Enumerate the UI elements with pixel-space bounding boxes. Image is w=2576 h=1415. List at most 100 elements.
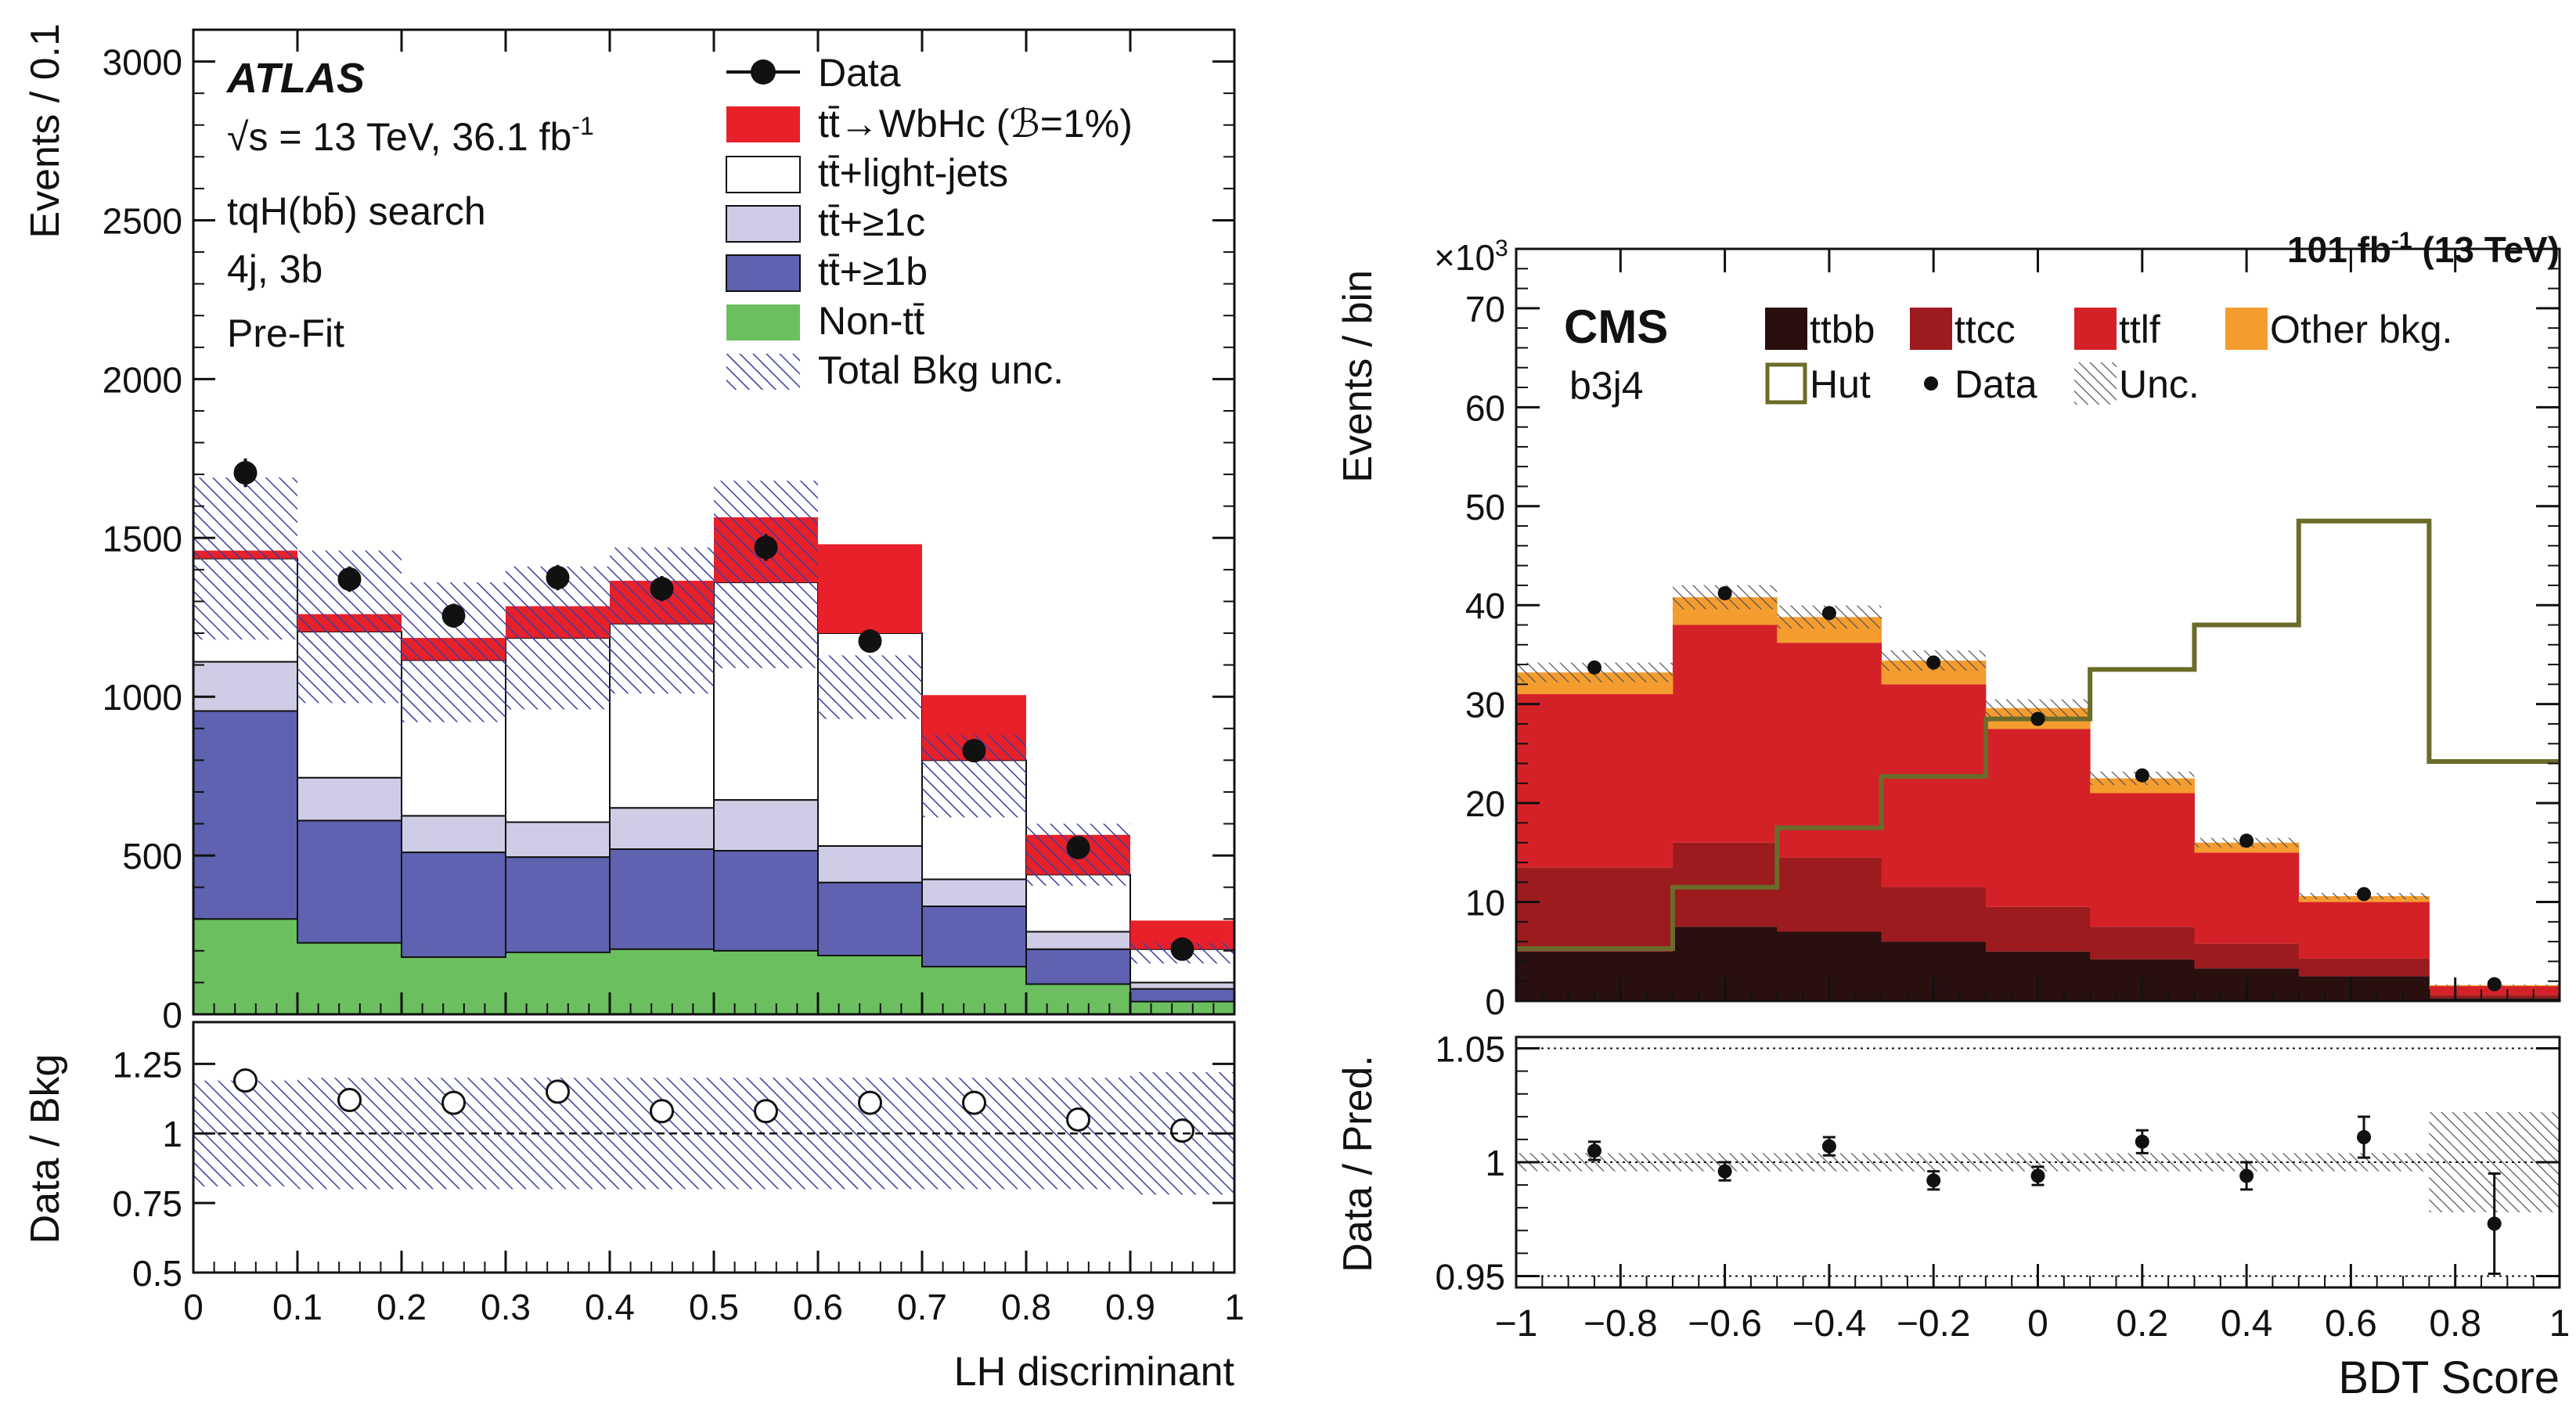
cms-bar-ttbb-7 <box>2298 976 2430 1001</box>
cms-x-axis-title: BDT Score <box>2338 1352 2560 1403</box>
atlas-unc-band-4 <box>610 547 714 694</box>
cms-x-tick-label-0: −1 <box>1495 1303 1538 1345</box>
cms-ratio-point-0 <box>1587 1143 1601 1158</box>
svg-text:Data: Data <box>1955 362 2037 406</box>
cms-label: CMS <box>1564 301 1668 353</box>
atlas-y-tick-label-3: 1500 <box>103 518 182 559</box>
atlas-bar-nontt-3 <box>506 952 610 1014</box>
atlas-x-tick-label-7: 0.7 <box>897 1287 947 1327</box>
atlas-ratio-point-1 <box>337 1088 362 1113</box>
svg-text:Total Bkg unc.: Total Bkg unc. <box>818 348 1064 392</box>
atlas-ratio-point-5 <box>754 1099 778 1124</box>
cms-legend-ttbb: ttbb <box>1765 308 1875 351</box>
atlas-unc-band-5 <box>714 481 818 668</box>
atlas-data-point-6 <box>858 629 882 653</box>
cms-data-point-8 <box>2487 977 2502 992</box>
cms-bar-ttcc-1 <box>1672 842 1778 927</box>
cms-bar-ttcc-6 <box>2194 943 2300 969</box>
cms-bar-ttlf-5 <box>2090 793 2195 927</box>
atlas-x-tick-label-6: 0.6 <box>793 1287 843 1327</box>
svg-text:tt̄→WbHc (ℬ=1%): tt̄→WbHc (ℬ=1%) <box>818 102 1133 146</box>
atlas-unc-band-2 <box>402 582 506 722</box>
cms-ratio-point-2 <box>1821 1139 1836 1154</box>
cms-x-tick-label-9: 0.8 <box>2429 1303 2481 1345</box>
cms-ratio-point-1 <box>1717 1164 1732 1179</box>
cms-bar-ttcc-0 <box>1516 867 1673 952</box>
cms-y-tick-label-3: 30 <box>1465 685 1505 726</box>
atlas-bar-nontt-4 <box>610 949 714 1014</box>
atlas-bar-b-6 <box>817 881 923 956</box>
atlas-ratio-tick-label-1: 0.75 <box>112 1183 182 1224</box>
cms-legend-unc: Unc. <box>2074 362 2200 406</box>
atlas-y-tick-label-6: 3000 <box>103 42 182 83</box>
atlas-legend-nontt: Non-tt̄ <box>726 299 924 343</box>
cms-category-label: b3j4 <box>1569 364 1644 408</box>
atlas-region-line-3: Pre-Fit <box>227 311 344 355</box>
atlas-ratio-y-axis-title: Data / Bkg <box>23 1054 68 1244</box>
cms-x-tick-label-8: 0.6 <box>2325 1303 2377 1345</box>
atlas-y-tick-label-2: 1000 <box>103 677 182 718</box>
cms-y-tick-label-6: 60 <box>1465 387 1505 428</box>
cms-ratio-point-5 <box>2135 1134 2149 1149</box>
cms-bar-ttlf-1 <box>1672 625 1778 843</box>
atlas-bar-b-9 <box>1129 988 1234 1003</box>
cms-data-point-7 <box>2357 887 2372 902</box>
atlas-ratio-point-6 <box>858 1090 882 1115</box>
atlas-x-tick-label-4: 0.4 <box>585 1287 635 1327</box>
atlas-bar-nontt-7 <box>922 967 1026 1014</box>
atlas-unc-band-6 <box>818 655 922 719</box>
cms-bar-ttlf-6 <box>2194 852 2300 944</box>
atlas-data-point-1 <box>337 567 362 592</box>
cms-bar-ttcc-3 <box>1881 887 1987 942</box>
atlas-bar-c-6 <box>817 844 923 884</box>
cms-ratio-point-4 <box>2030 1168 2045 1183</box>
cms-bar-ttlf-4 <box>1985 729 2091 907</box>
atlas-bar-nontt-6 <box>818 955 922 1014</box>
atlas-ratio-tick-label-2: 1 <box>162 1114 182 1154</box>
cms-x-tick-label-7: 0.4 <box>2221 1303 2273 1345</box>
atlas-ratio-point-2 <box>441 1090 466 1115</box>
svg-text:ttcc: ttcc <box>1955 308 2016 351</box>
atlas-x-axis-title: LH discriminant <box>954 1349 1235 1395</box>
atlas-ratio-point-4 <box>650 1099 674 1124</box>
cms-ratio-band-7 <box>2298 1153 2430 1172</box>
atlas-bar-b-0 <box>193 710 298 920</box>
atlas-y-tick-label-0: 0 <box>162 995 182 1035</box>
cms-data-point-1 <box>1717 586 1732 601</box>
atlas-main-plot: 0 500 1000 1500 2000 2500 3000 <box>103 28 1236 1035</box>
atlas-x-tick-label-10: 1 <box>1224 1287 1245 1327</box>
atlas-ratio-point-9 <box>1170 1118 1194 1143</box>
atlas-legend-data: Data <box>726 51 901 95</box>
cms-ratio-band-3 <box>1881 1153 1986 1172</box>
cms-data-point-6 <box>2239 834 2254 848</box>
atlas-legend-unc: Total Bkg unc. <box>726 348 1064 392</box>
atlas-label: ATLAS <box>225 55 365 102</box>
atlas-data-point-4 <box>650 577 674 601</box>
atlas-bar-c-5 <box>713 799 819 852</box>
atlas-ratio-plot: 0.5 0.75 1 1.25 0 0.1 0.2 0.3 0.4 0.5 0.6 0.7 0.8 0.9… <box>112 1021 1245 1327</box>
cms-bar-ttcc-5 <box>2090 927 2195 960</box>
cms-x-tick-label-5: 0 <box>2027 1303 2048 1345</box>
atlas-ratio-point-7 <box>962 1090 986 1115</box>
cms-ratio-point-3 <box>1926 1173 1941 1188</box>
cms-ratio-band-0 <box>1516 1153 1673 1172</box>
cms-bar-ttbb-8 <box>2429 998 2560 1001</box>
atlas-bar-b-4 <box>609 848 715 950</box>
cms-x-tick-label-10: 1 <box>2549 1303 2571 1345</box>
atlas-data-point-2 <box>441 603 466 628</box>
atlas-bar-signal-6 <box>818 544 922 634</box>
cms-ratio-tick-label-1: 1 <box>1485 1143 1505 1183</box>
cms-legend-ttlf: ttlf <box>2074 308 2160 351</box>
cms-y-tick-label-4: 40 <box>1465 585 1505 626</box>
cms-lumi-label: 101 fb-1 (13 TeV) <box>2287 228 2560 270</box>
atlas-ratio-band-5 <box>714 1078 818 1190</box>
svg-text:ttlf: ttlf <box>2119 308 2160 351</box>
cms-data-point-2 <box>1821 606 1836 621</box>
cms-x-tick-label-3: −0.4 <box>1792 1303 1867 1345</box>
cms-data-point-5 <box>2135 768 2149 783</box>
atlas-bar-b-7 <box>921 906 1027 968</box>
cms-x-tick-label-1: −0.8 <box>1583 1303 1658 1345</box>
cms-data-point-4 <box>2030 711 2045 726</box>
